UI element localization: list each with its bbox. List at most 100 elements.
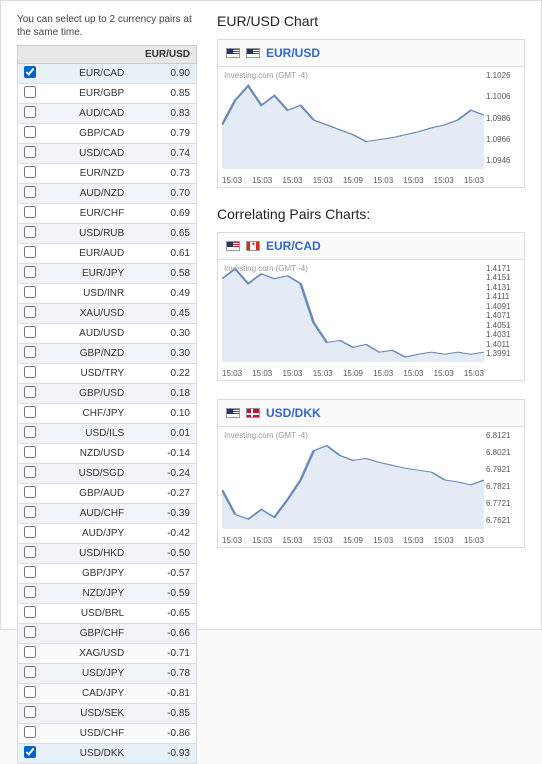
row-check-cell: [18, 744, 42, 764]
pair-checkbox[interactable]: [24, 126, 36, 138]
row-check-cell: [18, 604, 42, 624]
col-value: EUR/USD: [130, 46, 196, 64]
row-value: 0.73: [130, 164, 196, 184]
pair-checkbox[interactable]: [24, 266, 36, 278]
row-check-cell: [18, 144, 42, 164]
table-row: USD/INR0.49: [18, 284, 197, 304]
pair-checkbox[interactable]: [24, 546, 36, 558]
ytick: 1.4171: [486, 264, 522, 273]
chart-pair-label[interactable]: EUR/USD: [266, 46, 320, 60]
row-value: -0.85: [130, 704, 196, 724]
pair-checkbox[interactable]: [24, 726, 36, 738]
pair-checkbox[interactable]: [24, 346, 36, 358]
row-check-cell: [18, 344, 42, 364]
row-pair: USD/ILS: [42, 424, 130, 444]
row-value: -0.24: [130, 464, 196, 484]
pair-checkbox[interactable]: [24, 206, 36, 218]
pair-checkbox[interactable]: [24, 626, 36, 638]
pair-checkbox[interactable]: [24, 246, 36, 258]
ytick: 1.4091: [486, 302, 522, 311]
us-flag-icon: [226, 408, 240, 418]
pair-checkbox[interactable]: [24, 646, 36, 658]
pair-checkbox[interactable]: [24, 326, 36, 338]
row-check-cell: [18, 624, 42, 644]
pair-checkbox[interactable]: [24, 186, 36, 198]
table-row: GBP/AUD-0.27: [18, 484, 197, 504]
row-value: 0.01: [130, 424, 196, 444]
pair-checkbox[interactable]: [24, 666, 36, 678]
pair-checkbox[interactable]: [24, 526, 36, 538]
pair-checkbox[interactable]: [24, 586, 36, 598]
instruction-text: You can select up to 2 currency pairs at…: [17, 13, 197, 39]
pair-checkbox[interactable]: [24, 226, 36, 238]
xtick: 15:03: [403, 536, 423, 545]
pair-checkbox[interactable]: [24, 66, 36, 78]
row-pair: EUR/CHF: [42, 204, 130, 224]
chart-box: USD/DKKInvesting.com (GMT -4)6.81216.802…: [217, 399, 525, 548]
pair-checkbox[interactable]: [24, 406, 36, 418]
chart-pair-label[interactable]: USD/DKK: [266, 406, 321, 420]
row-check-cell: [18, 644, 42, 664]
row-value: -0.71: [130, 644, 196, 664]
pair-checkbox[interactable]: [24, 106, 36, 118]
row-value: -0.81: [130, 684, 196, 704]
row-pair: USD/TRY: [42, 364, 130, 384]
pair-checkbox[interactable]: [24, 146, 36, 158]
pair-checkbox[interactable]: [24, 506, 36, 518]
xtick: 15:03: [373, 176, 393, 185]
row-pair: USD/CAD: [42, 144, 130, 164]
ytick: 6.8021: [486, 448, 522, 457]
row-pair: USD/RUB: [42, 224, 130, 244]
row-check-cell: [18, 224, 42, 244]
row-value: 0.30: [130, 324, 196, 344]
ytick: 1.4051: [486, 321, 522, 330]
row-pair: GBP/JPY: [42, 564, 130, 584]
pair-checkbox[interactable]: [24, 686, 36, 698]
pair-checkbox[interactable]: [24, 466, 36, 478]
row-check-cell: [18, 84, 42, 104]
pair-checkbox[interactable]: [24, 706, 36, 718]
chart-pair-label[interactable]: EUR/CAD: [266, 239, 321, 253]
pair-checkbox[interactable]: [24, 366, 36, 378]
pair-checkbox[interactable]: [24, 306, 36, 318]
table-row: GBP/USD0.18: [18, 384, 197, 404]
row-check-cell: [18, 284, 42, 304]
row-pair: AUD/CHF: [42, 504, 130, 524]
pair-checkbox[interactable]: [24, 606, 36, 618]
row-pair: EUR/GBP: [42, 84, 130, 104]
ytick: 6.8121: [486, 431, 522, 440]
table-row: AUD/USD0.30: [18, 324, 197, 344]
table-row: XAU/USD0.45: [18, 304, 197, 324]
pair-checkbox[interactable]: [24, 386, 36, 398]
row-pair: USD/SEK: [42, 704, 130, 724]
pair-checkbox[interactable]: [24, 486, 36, 498]
row-check-cell: [18, 124, 42, 144]
pair-checkbox[interactable]: [24, 746, 36, 758]
col-pair: [42, 46, 130, 64]
row-value: -0.27: [130, 484, 196, 504]
table-row: AUD/JPY-0.42: [18, 524, 197, 544]
pair-checkbox[interactable]: [24, 166, 36, 178]
row-pair: USD/INR: [42, 284, 130, 304]
chart-header: EUR/CAD: [218, 233, 524, 260]
table-row: USD/BRL-0.65: [18, 604, 197, 624]
dk-flag-icon: [246, 408, 260, 418]
row-check-cell: [18, 424, 42, 444]
chart-body[interactable]: Investing.com (GMT -4)1.41711.41511.4131…: [218, 260, 524, 380]
row-pair: CHF/JPY: [42, 404, 130, 424]
row-pair: USD/JPY: [42, 664, 130, 684]
pair-checkbox[interactable]: [24, 446, 36, 458]
xtick: 15:03: [464, 369, 484, 378]
pair-checkbox[interactable]: [24, 86, 36, 98]
xtick: 15:03: [403, 369, 423, 378]
row-value: -0.86: [130, 724, 196, 744]
pair-checkbox[interactable]: [24, 286, 36, 298]
row-value: 0.18: [130, 384, 196, 404]
table-row: NZD/JPY-0.59: [18, 584, 197, 604]
pair-checkbox[interactable]: [24, 426, 36, 438]
chart-body[interactable]: Investing.com (GMT -4)6.81216.80216.7921…: [218, 427, 524, 547]
pair-checkbox[interactable]: [24, 566, 36, 578]
table-row: EUR/NZD0.73: [18, 164, 197, 184]
chart-body[interactable]: Investing.com (GMT -4)1.10261.10061.0986…: [218, 67, 524, 187]
row-check-cell: [18, 504, 42, 524]
